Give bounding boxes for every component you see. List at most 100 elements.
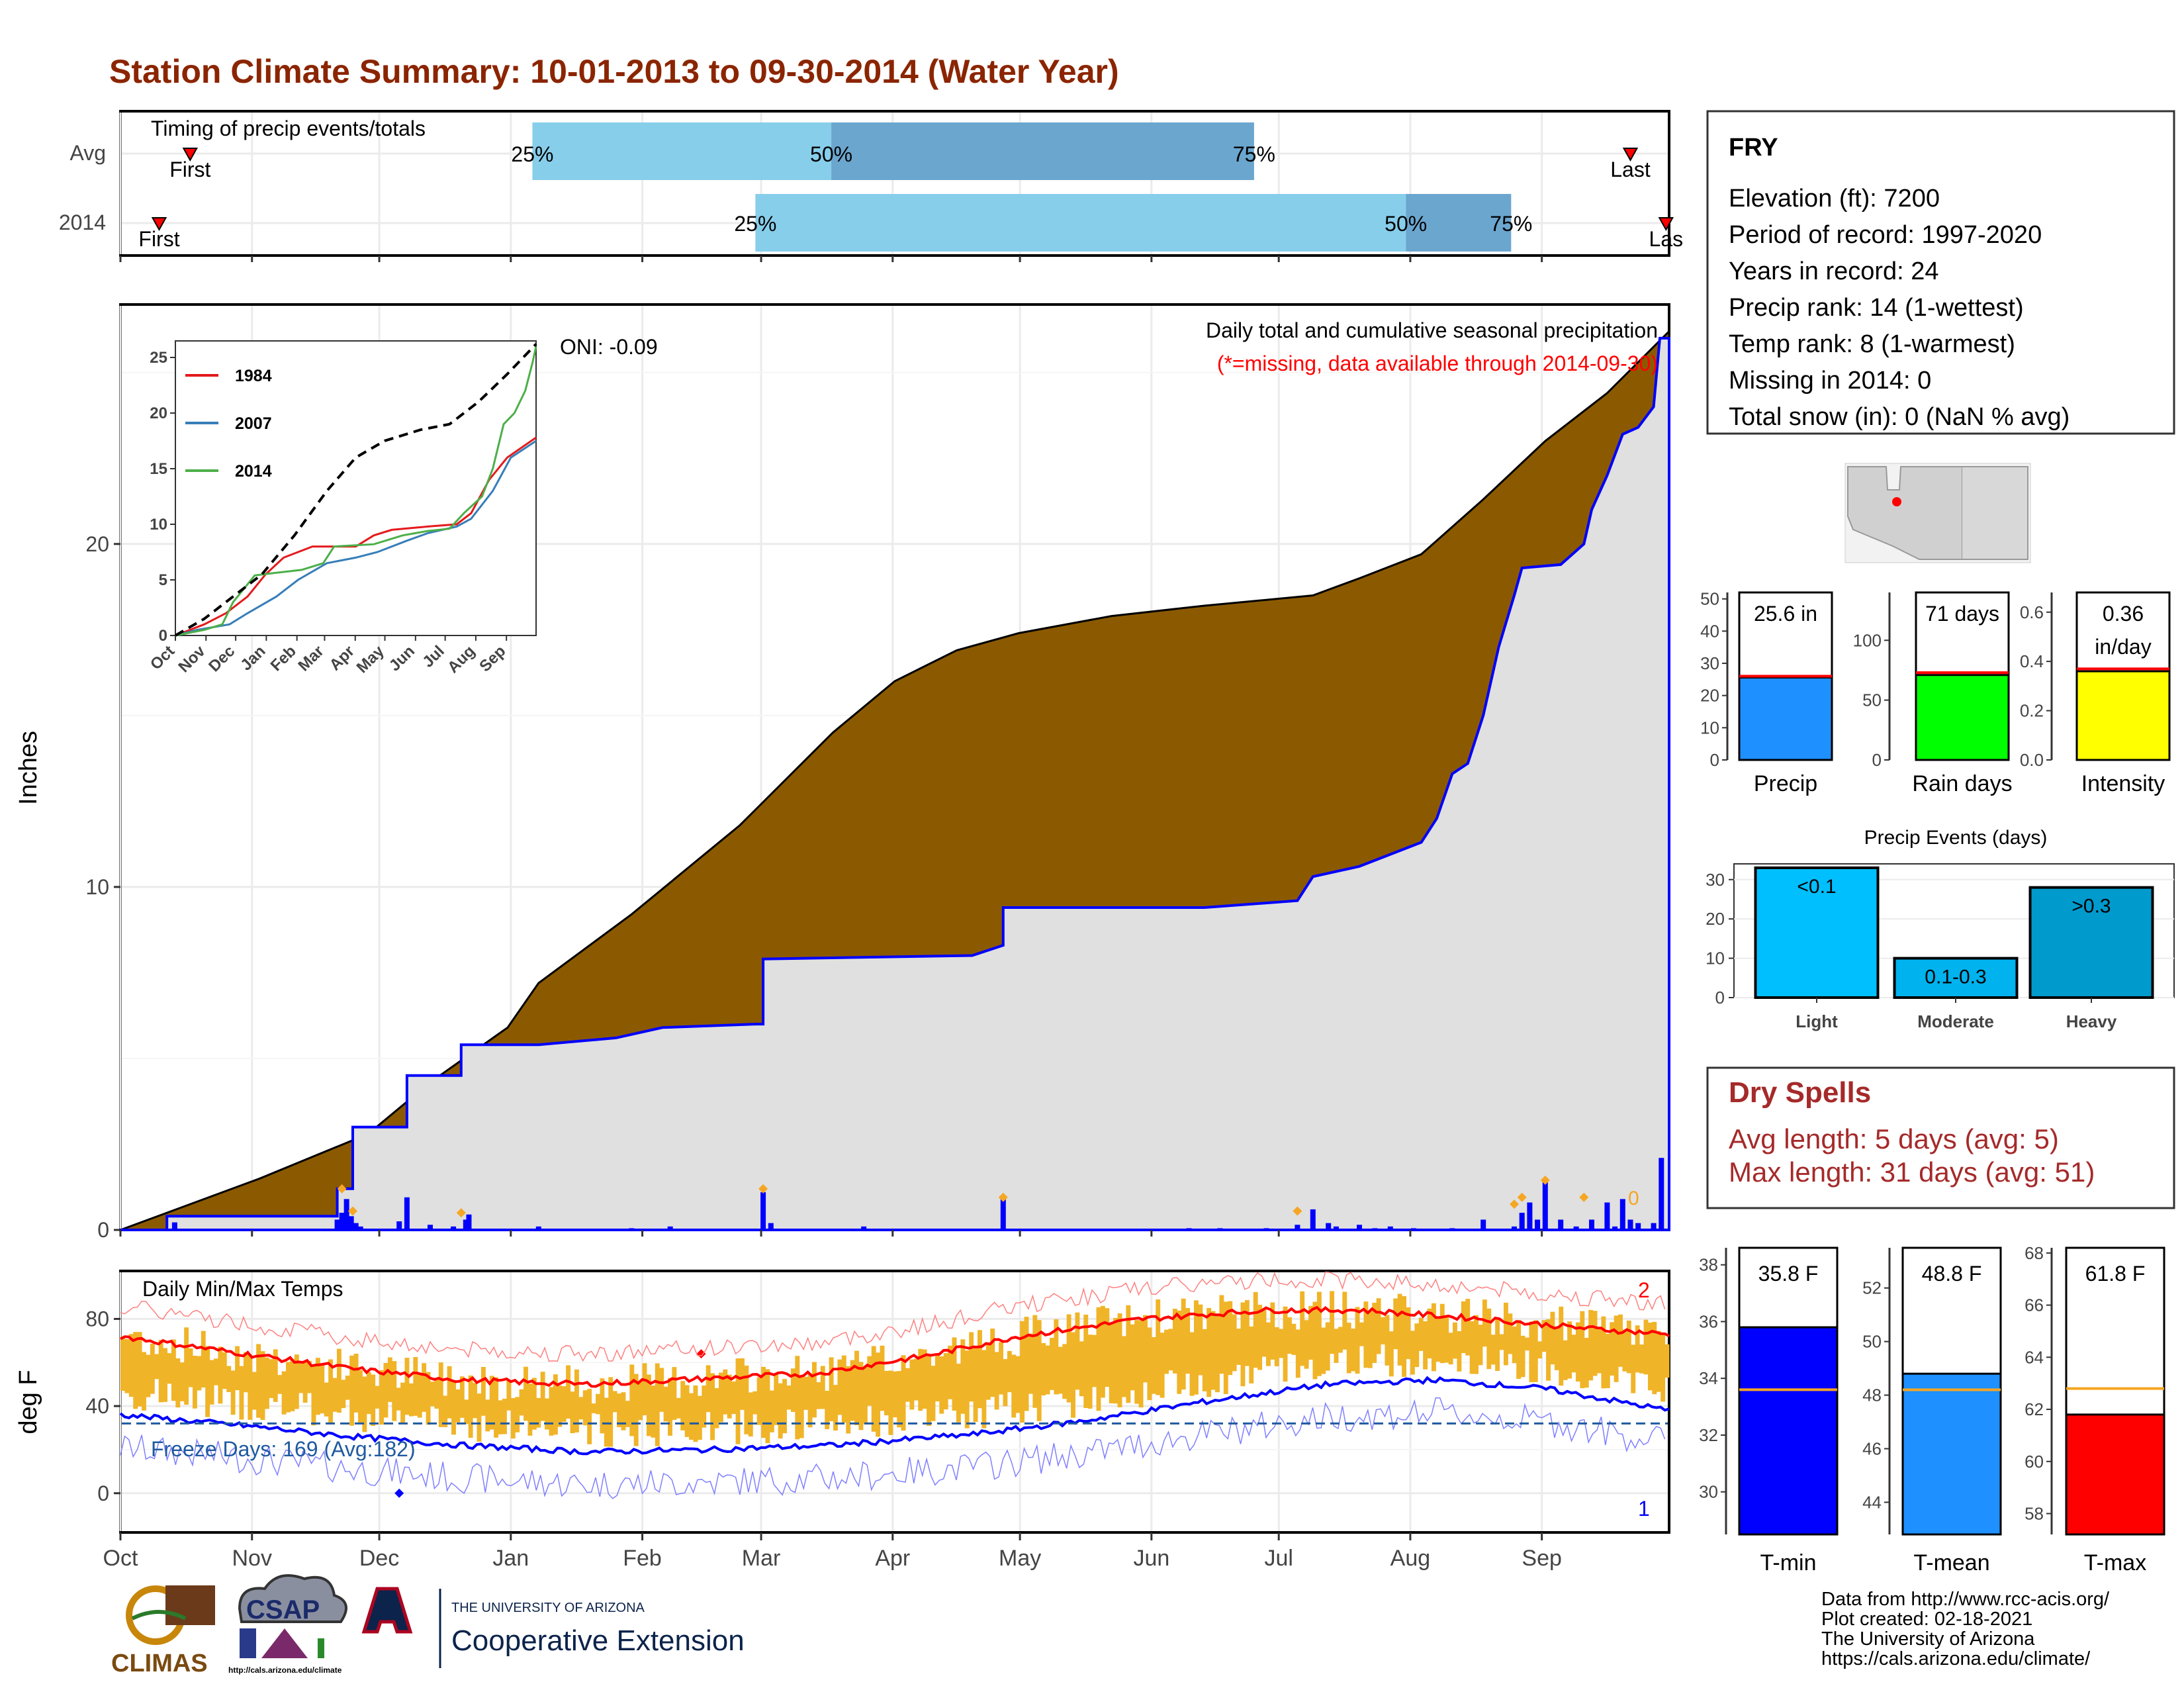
daily-temp-bar bbox=[1083, 1314, 1089, 1409]
timing-bar-25-50 bbox=[532, 122, 832, 180]
temp-bar-value bbox=[1901, 1372, 2002, 1536]
daily-temp-bar bbox=[1423, 1321, 1428, 1370]
mini-bar-ytick-label: 50 bbox=[1700, 589, 1719, 609]
mini-bar-label: Precip bbox=[1754, 771, 1817, 796]
daily-temp-bar bbox=[273, 1349, 278, 1402]
temp-bar-value-text: 35.8 F bbox=[1758, 1262, 1819, 1286]
daily-temp-bar bbox=[642, 1363, 647, 1416]
daily-temp-bar bbox=[163, 1348, 168, 1402]
events-bar-label: >0.3 bbox=[2071, 896, 2111, 917]
daily-temp-bar bbox=[913, 1358, 919, 1401]
temp-bar-value bbox=[1738, 1326, 1839, 1536]
events-bar-label: 0.1-0.3 bbox=[1925, 966, 1986, 988]
station-info-line: Total snow (in): 0 (NaN % avg) bbox=[1729, 403, 2070, 431]
daily-precip-bar bbox=[1542, 1180, 1548, 1230]
daily-temp-bar bbox=[1325, 1322, 1330, 1371]
daily-temp-bar bbox=[561, 1386, 567, 1422]
daily-temp-bar bbox=[1279, 1329, 1284, 1358]
timing-marker-label: Last bbox=[1610, 158, 1651, 181]
daily-temp-bar bbox=[1546, 1319, 1551, 1381]
daily-temp-bar bbox=[1647, 1323, 1653, 1391]
daily-temp-bar bbox=[1605, 1333, 1610, 1388]
daily-precip-bar bbox=[1372, 1228, 1378, 1230]
daily-temp-bar bbox=[485, 1399, 490, 1432]
daily-temp-bar bbox=[256, 1344, 261, 1418]
precip-record-diamond bbox=[348, 1206, 357, 1216]
avg-max-line bbox=[120, 1305, 1670, 1388]
mini-bar-value bbox=[1738, 676, 1833, 761]
timing-pct-label: 75% bbox=[1490, 212, 1532, 236]
daily-temp-bar bbox=[964, 1350, 970, 1429]
year-cumulative-area bbox=[120, 336, 1670, 1231]
daily-temp-bar bbox=[1015, 1356, 1021, 1413]
daily-temp-bar bbox=[383, 1363, 388, 1418]
daily-temp-bar bbox=[1567, 1321, 1572, 1379]
precip-events-chart: Precip Events (days) 0 10 20 30 <0.1 Light 0.1… bbox=[1706, 827, 2175, 1031]
daily-temp-bar bbox=[811, 1362, 817, 1418]
timing-marker bbox=[182, 148, 198, 162]
daily-temp-bar bbox=[222, 1352, 227, 1389]
daily-temp-bar bbox=[1151, 1336, 1156, 1394]
daily-temp-bar bbox=[167, 1353, 172, 1384]
daily-temp-bar bbox=[608, 1377, 614, 1447]
daily-temp-bar bbox=[1656, 1331, 1661, 1392]
daily-temp-bar bbox=[1529, 1321, 1534, 1382]
daily-temp-bar bbox=[897, 1371, 902, 1428]
temp-summary-bars: 30 32 34 36 38 35.8 F T-min 44 46 48 50 52 48.8 F T-m… bbox=[1699, 1243, 2165, 1575]
daily-temp-bar bbox=[230, 1370, 236, 1415]
daily-temp-bar bbox=[718, 1372, 723, 1423]
daily-temp-bar bbox=[744, 1365, 749, 1434]
daily-temp-bar bbox=[1330, 1291, 1335, 1354]
daily-temp-bar bbox=[1092, 1335, 1097, 1387]
daily-temp-bar bbox=[862, 1366, 868, 1425]
daily-temp-bar bbox=[489, 1376, 494, 1430]
precip-count: 0 bbox=[1628, 1188, 1639, 1209]
daily-temp-bar bbox=[1610, 1322, 1615, 1376]
precip-record-diamond bbox=[456, 1208, 466, 1218]
temp-bar-ytick-label: 68 bbox=[2025, 1243, 2044, 1263]
daily-temp-bar bbox=[978, 1330, 982, 1409]
daily-precip-bar bbox=[404, 1197, 410, 1230]
daily-temp-bar bbox=[680, 1381, 686, 1430]
daily-precip-bar bbox=[1217, 1228, 1223, 1230]
daily-temp-bar bbox=[1206, 1307, 1212, 1397]
timing-bar-25-50 bbox=[755, 194, 1406, 252]
daily-temp-bar bbox=[1172, 1309, 1177, 1374]
temp-bar-label: T-mean bbox=[1913, 1550, 1989, 1575]
daily-temp-bar bbox=[1402, 1296, 1407, 1377]
daily-temp-bar bbox=[1495, 1319, 1500, 1372]
daily-temp-bar bbox=[353, 1353, 359, 1413]
credit-line-3: The University of Arizona bbox=[1821, 1628, 2035, 1650]
daily-temp-bar bbox=[1508, 1313, 1513, 1354]
precip-record-diamond bbox=[1517, 1192, 1527, 1202]
daily-temp-bar bbox=[1321, 1327, 1326, 1374]
temp-xtick-label: Dec bbox=[359, 1546, 399, 1571]
precip-record-diamond bbox=[337, 1184, 347, 1194]
precip-ytick-label: 10 bbox=[85, 875, 109, 899]
inset-ytick-label: 20 bbox=[150, 404, 167, 422]
daily-temp-bar bbox=[1210, 1311, 1216, 1390]
daily-temp-bar bbox=[133, 1332, 138, 1409]
daily-temp-bar bbox=[451, 1380, 456, 1435]
daily-temp-bar bbox=[523, 1366, 528, 1421]
temp-xtick-label: Aug bbox=[1390, 1546, 1431, 1571]
daily-temp-bar bbox=[795, 1356, 800, 1440]
daily-precip-bar bbox=[861, 1226, 867, 1230]
daily-temp-bar bbox=[596, 1393, 600, 1415]
daily-temp-bar bbox=[171, 1339, 176, 1401]
timing-row-year: 2014 bbox=[59, 211, 106, 234]
mini-bar-value-text: 0.36 bbox=[2103, 602, 2144, 626]
daily-temp-bar bbox=[1342, 1291, 1347, 1350]
dry-max-length: Max length: 31 days (avg: 51) bbox=[1729, 1156, 2095, 1188]
daily-temp-bar bbox=[120, 1336, 125, 1391]
daily-temp-bar bbox=[1156, 1299, 1161, 1395]
daily-precip-bar bbox=[1186, 1228, 1192, 1230]
daily-temp-bar bbox=[803, 1376, 809, 1410]
daily-precip-bar bbox=[1558, 1219, 1564, 1230]
daily-temp-bar bbox=[943, 1353, 948, 1410]
daily-temp-bar bbox=[1007, 1350, 1012, 1393]
daily-temp-bar bbox=[506, 1380, 512, 1411]
precip-record-diamond bbox=[998, 1192, 1008, 1202]
temp-label: Daily Min/Max Temps bbox=[142, 1277, 343, 1301]
timing-marker-label: First bbox=[169, 158, 210, 181]
